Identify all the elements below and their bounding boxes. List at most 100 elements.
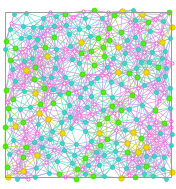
- Point: [16, 177, 18, 180]
- Point: [21, 170, 24, 173]
- Point: [144, 145, 147, 148]
- Point: [92, 175, 95, 178]
- Point: [63, 149, 66, 152]
- Point: [81, 10, 84, 13]
- Point: [43, 87, 46, 90]
- Point: [110, 104, 113, 107]
- Point: [33, 91, 36, 94]
- Point: [13, 12, 15, 15]
- Point: [135, 118, 138, 121]
- Point: [38, 56, 41, 59]
- Point: [31, 57, 34, 60]
- Point: [119, 83, 122, 86]
- Point: [68, 104, 71, 107]
- Point: [112, 13, 115, 16]
- Point: [119, 31, 122, 34]
- Point: [140, 12, 143, 15]
- Point: [45, 161, 48, 164]
- Point: [127, 71, 130, 74]
- Point: [20, 36, 22, 39]
- Point: [24, 11, 27, 14]
- Point: [98, 132, 100, 135]
- Point: [117, 157, 119, 160]
- Point: [86, 105, 89, 108]
- Point: [142, 173, 145, 176]
- Point: [137, 160, 140, 163]
- Point: [118, 102, 121, 105]
- Point: [68, 32, 71, 35]
- Point: [52, 24, 55, 27]
- Point: [98, 163, 101, 167]
- Point: [156, 65, 159, 68]
- Point: [128, 108, 131, 111]
- Point: [162, 19, 165, 22]
- Point: [132, 130, 135, 133]
- Point: [93, 103, 96, 106]
- Point: [125, 141, 128, 144]
- Point: [55, 47, 58, 50]
- Point: [106, 33, 108, 36]
- Point: [143, 50, 146, 53]
- Point: [78, 113, 81, 116]
- Point: [34, 166, 37, 169]
- Point: [86, 164, 89, 167]
- Point: [65, 24, 67, 27]
- Point: [160, 56, 163, 59]
- Point: [32, 78, 35, 81]
- Point: [83, 120, 86, 123]
- Point: [134, 18, 137, 21]
- Point: [90, 112, 93, 115]
- Point: [73, 153, 76, 156]
- Point: [40, 26, 42, 29]
- Point: [37, 111, 40, 114]
- Point: [64, 48, 67, 51]
- Point: [36, 37, 39, 40]
- Point: [53, 148, 56, 151]
- Point: [155, 90, 157, 93]
- Point: [4, 88, 7, 91]
- Point: [111, 95, 114, 98]
- Point: [39, 136, 42, 139]
- Point: [4, 39, 7, 42]
- Point: [11, 67, 14, 70]
- Point: [77, 108, 79, 111]
- Point: [147, 115, 150, 118]
- Point: [108, 39, 111, 42]
- Point: [133, 176, 136, 179]
- Point: [131, 157, 134, 160]
- Point: [113, 111, 115, 114]
- Point: [27, 46, 30, 49]
- Point: [95, 77, 98, 80]
- Point: [48, 138, 51, 141]
- Point: [152, 84, 155, 87]
- Point: [84, 86, 87, 89]
- Point: [24, 145, 27, 148]
- Point: [21, 84, 24, 87]
- Point: [101, 73, 104, 76]
- Point: [25, 75, 27, 78]
- Point: [47, 155, 49, 158]
- Point: [137, 95, 140, 98]
- Point: [46, 29, 48, 32]
- Point: [147, 60, 150, 64]
- Point: [55, 160, 58, 163]
- Point: [6, 175, 9, 178]
- Point: [147, 20, 149, 23]
- Point: [64, 176, 67, 179]
- Point: [92, 63, 95, 66]
- Point: [48, 84, 51, 87]
- Point: [21, 120, 24, 123]
- Point: [94, 151, 97, 154]
- Point: [30, 150, 33, 153]
- Point: [3, 145, 6, 148]
- Point: [153, 108, 156, 111]
- Point: [7, 74, 10, 77]
- Point: [154, 139, 157, 142]
- Point: [17, 150, 19, 153]
- Point: [170, 119, 173, 122]
- Point: [136, 56, 139, 59]
- Point: [32, 141, 35, 144]
- Point: [124, 52, 126, 55]
- Point: [163, 121, 165, 124]
- Point: [133, 36, 136, 39]
